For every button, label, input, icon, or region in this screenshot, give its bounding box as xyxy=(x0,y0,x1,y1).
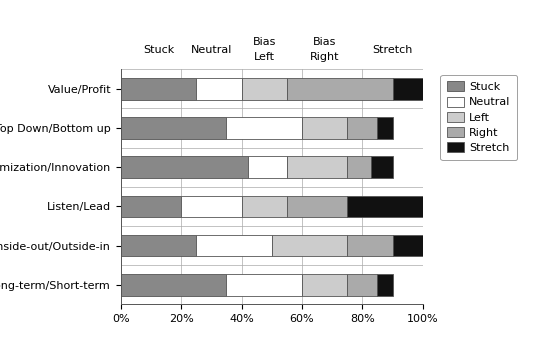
Bar xyxy=(121,274,227,295)
Text: Stuck: Stuck xyxy=(143,45,174,55)
Bar xyxy=(121,235,197,256)
Text: Bias: Bias xyxy=(313,37,337,47)
Bar xyxy=(348,156,372,178)
Bar xyxy=(372,156,393,178)
Bar xyxy=(348,117,378,139)
Bar xyxy=(242,195,287,217)
Bar xyxy=(287,195,348,217)
Bar xyxy=(287,78,393,100)
Bar xyxy=(302,274,348,295)
Text: Stretch: Stretch xyxy=(372,45,413,55)
Text: Bias: Bias xyxy=(253,37,276,47)
Bar xyxy=(393,235,423,256)
Bar xyxy=(378,274,393,295)
Bar xyxy=(378,117,393,139)
Bar xyxy=(272,235,348,256)
Bar xyxy=(302,117,348,139)
Bar xyxy=(348,235,393,256)
Text: Right: Right xyxy=(310,52,339,62)
Bar xyxy=(227,274,302,295)
Bar xyxy=(242,78,287,100)
Bar xyxy=(348,195,423,217)
Text: Left: Left xyxy=(254,52,274,62)
Bar xyxy=(348,274,378,295)
Bar xyxy=(227,117,302,139)
Bar xyxy=(121,78,197,100)
Bar xyxy=(197,78,242,100)
Bar xyxy=(181,195,242,217)
Bar xyxy=(121,117,227,139)
Bar xyxy=(197,235,272,256)
Bar xyxy=(121,195,181,217)
Bar xyxy=(287,156,348,178)
Bar xyxy=(121,156,248,178)
Bar xyxy=(248,156,287,178)
Text: Neutral: Neutral xyxy=(191,45,232,55)
Legend: Stuck, Neutral, Left, Right, Stretch: Stuck, Neutral, Left, Right, Stretch xyxy=(440,75,517,160)
Bar xyxy=(393,78,423,100)
